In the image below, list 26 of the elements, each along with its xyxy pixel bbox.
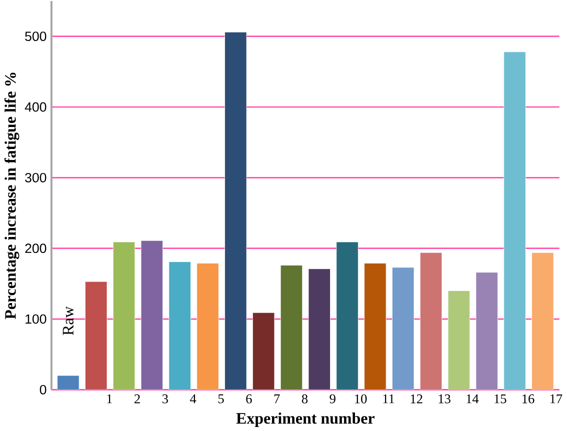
x-tick-label: 11 <box>383 394 394 403</box>
x-tick-label: 7 <box>274 394 280 403</box>
x-tick-label: 8 <box>302 394 308 404</box>
x-tick-label: 13 <box>438 394 450 404</box>
y-tick-label: 0 <box>40 384 46 394</box>
x-tick-label: 3 <box>162 394 168 404</box>
y-tick-label: 100 <box>26 314 46 324</box>
x-tick-label: 6 <box>246 394 252 404</box>
x-tick-label: 1 <box>107 394 112 403</box>
x-tick-label: 15 <box>494 394 506 404</box>
y-tick-label: 400 <box>24 102 46 112</box>
x-tick-label: 5 <box>218 394 224 404</box>
y-tick-label: 300 <box>25 172 46 182</box>
x-axis-title: Experiment number <box>236 412 374 427</box>
y-tick-label: 200 <box>25 243 46 253</box>
x-tick-label: 10 <box>355 394 367 404</box>
x-tick-label: 12 <box>410 394 422 404</box>
x-tick-label: 14 <box>466 394 479 403</box>
x-tick-label: 9 <box>330 394 336 404</box>
y-axis-title: Percentage increase in fatigue life % <box>4 72 20 319</box>
x-tick-label: Raw <box>62 306 74 335</box>
x-tick-label: 16 <box>522 394 534 404</box>
x-tick-label: 2 <box>134 394 140 404</box>
x-tick-label: 4 <box>190 394 196 403</box>
y-tick-label: 500 <box>25 31 46 41</box>
x-tick-label: 17 <box>550 394 562 403</box>
